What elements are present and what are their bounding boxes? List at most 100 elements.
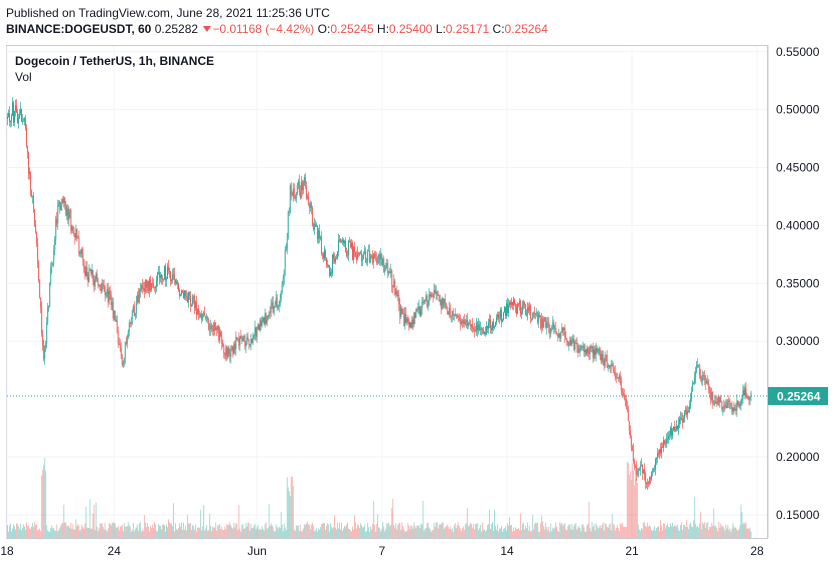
candle-body — [417, 308, 419, 311]
candle-body — [711, 391, 713, 400]
volume-bar — [322, 522, 324, 538]
volume-bar — [607, 527, 609, 538]
volume-bar — [746, 528, 748, 538]
volume-bar — [624, 526, 626, 538]
volume-bar — [321, 523, 323, 538]
candle-body — [332, 254, 333, 274]
candle-body — [18, 118, 20, 124]
volume-bar — [310, 524, 312, 538]
volume-bar — [41, 475, 43, 538]
volume-bar — [410, 525, 412, 538]
candle-body — [665, 443, 666, 445]
candle-body — [190, 296, 192, 306]
candle-body — [511, 302, 513, 305]
volume-bar — [269, 526, 271, 538]
candle-body — [142, 288, 144, 289]
candle-body — [291, 194, 293, 196]
volume-bar — [28, 525, 30, 538]
candle-body — [206, 317, 208, 319]
volume-bar — [630, 479, 632, 538]
volume-bar — [448, 528, 450, 538]
candle-body — [505, 307, 506, 316]
volume-bar — [202, 526, 204, 538]
volume-bar — [601, 524, 603, 538]
candle-body — [444, 299, 446, 304]
candle-body — [269, 312, 271, 314]
candle-body — [713, 403, 715, 405]
volume-bar — [436, 522, 438, 538]
volume-bar — [585, 531, 587, 538]
volume-bar — [31, 526, 33, 538]
candle-body — [9, 113, 10, 122]
volume-bar — [486, 525, 488, 538]
candle-body — [128, 322, 130, 331]
volume-bar — [628, 474, 630, 538]
candle-body — [344, 240, 345, 244]
volume-bar — [651, 530, 653, 538]
candle-body — [592, 346, 594, 358]
volume-bar — [539, 531, 541, 538]
candle-body — [442, 297, 444, 306]
volume-bar — [218, 524, 220, 538]
candle-body — [649, 477, 651, 479]
candle-body — [522, 304, 524, 313]
candle-body — [331, 272, 332, 274]
volume-bar — [66, 526, 68, 538]
volume-bar — [266, 528, 268, 538]
candle-body — [367, 250, 369, 262]
candle-body — [178, 283, 179, 291]
candle-body — [634, 466, 636, 467]
candle-body — [144, 280, 146, 292]
candle-body — [652, 470, 654, 471]
candle-body — [666, 439, 667, 444]
volume-bar — [273, 531, 275, 538]
volume-bar — [89, 499, 91, 538]
y-tick-label-2: 0.45000 — [776, 161, 820, 175]
candle-body — [642, 469, 644, 473]
candle-body — [680, 417, 682, 419]
volume-bar — [285, 530, 287, 538]
candle-body — [720, 397, 722, 402]
candle-body — [133, 305, 135, 317]
candle-body — [664, 440, 665, 444]
candle-body — [220, 332, 222, 337]
candle-body — [319, 236, 321, 239]
candle-body — [581, 345, 583, 347]
candle-body — [571, 342, 573, 345]
volume-bar — [499, 528, 500, 538]
candle-body — [250, 338, 252, 345]
candle-body — [258, 324, 260, 331]
candle-body — [228, 347, 230, 355]
candle-body — [29, 171, 31, 174]
candle-body — [282, 278, 284, 284]
volume-bar — [439, 523, 441, 538]
volume-bar — [150, 528, 152, 538]
candle-body — [588, 351, 590, 354]
candle-body — [52, 262, 54, 266]
candle-body — [423, 301, 425, 303]
candle-body — [451, 310, 453, 317]
candle-body — [268, 312, 270, 316]
volume-bar — [728, 530, 730, 538]
candle-body — [99, 285, 101, 290]
candle-body — [520, 301, 522, 315]
candle-body — [272, 302, 274, 313]
volume-bar — [561, 522, 563, 538]
candle-body — [478, 324, 480, 330]
volume-bar — [58, 530, 60, 538]
candle-body — [171, 279, 172, 281]
volume-bar — [707, 522, 709, 538]
candle-body — [749, 396, 751, 400]
candle-body — [525, 304, 527, 316]
volume-bar — [557, 530, 559, 538]
candle-body — [141, 285, 143, 289]
candle-body — [254, 327, 256, 335]
candle-body — [662, 447, 663, 448]
candle-body — [202, 314, 204, 320]
volume-bar — [401, 522, 403, 538]
candle-body — [546, 323, 548, 328]
volume-bar — [357, 524, 359, 538]
candle-body — [89, 269, 91, 271]
candle-body — [673, 426, 674, 431]
